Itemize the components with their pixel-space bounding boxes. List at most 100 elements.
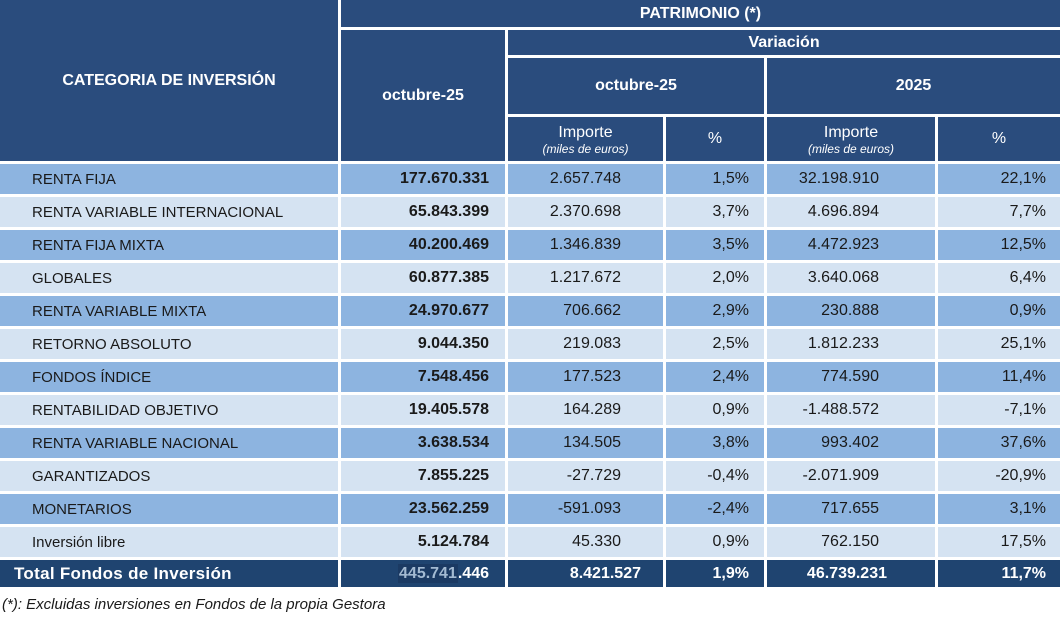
variacion-month-importe: 2.657.748 bbox=[508, 164, 663, 194]
table-body: RENTA FIJA 177.670.331 2.657.748 1,5% 32.198… bbox=[0, 164, 1060, 557]
footnote: (*): Excluidas inversiones en Fondos de … bbox=[2, 596, 386, 613]
category-cell: Inversión libre bbox=[0, 527, 338, 557]
variacion-year-importe: 993.402 bbox=[767, 428, 935, 458]
total-row: Total Fondos de Inversión 445.741.446 8.… bbox=[0, 560, 1060, 587]
variacion-year-pct: -20,9% bbox=[938, 461, 1060, 491]
table-row: RENTABILIDAD OBJETIVO 19.405.578 164.289 0,… bbox=[0, 395, 1060, 425]
variacion-year-pct: 37,6% bbox=[938, 428, 1060, 458]
variacion-month-importe: 219.083 bbox=[508, 329, 663, 359]
variacion-year-pct: 6,4% bbox=[938, 263, 1060, 293]
variacion-month-pct: 2,4% bbox=[666, 362, 764, 392]
importe-year-header: Importe (miles de euros) bbox=[767, 117, 935, 161]
variacion-year-importe: -1.488.572 bbox=[767, 395, 935, 425]
table-header: CATEGORIA DE INVERSIÓN PATRIMONIO (*) oc… bbox=[0, 0, 1060, 161]
category-cell: MONETARIOS bbox=[0, 494, 338, 524]
table-footer: Total Fondos de Inversión 445.741.446 8.… bbox=[0, 560, 1060, 587]
patrimonio-value: 3.638.534 bbox=[341, 428, 505, 458]
total-patrimonio-rest: .446 bbox=[457, 564, 489, 582]
patrimonio-value: 23.562.259 bbox=[341, 494, 505, 524]
variacion-month-pct: -0,4% bbox=[666, 461, 764, 491]
variacion-year-pct: 12,5% bbox=[938, 230, 1060, 260]
variacion-year-pct: -7,1% bbox=[938, 395, 1060, 425]
patrimonio-value: 40.200.469 bbox=[341, 230, 505, 260]
variacion-month-pct: 2,5% bbox=[666, 329, 764, 359]
patrimonio-value: 9.044.350 bbox=[341, 329, 505, 359]
total-variacion-month-pct: 1,9% bbox=[666, 560, 764, 587]
variacion-month-pct: 0,9% bbox=[666, 395, 764, 425]
table-row: RENTA VARIABLE NACIONAL 3.638.534 134.505 3… bbox=[0, 428, 1060, 458]
patrimonio-value: 24.970.677 bbox=[341, 296, 505, 326]
category-cell: RENTA VARIABLE MIXTA bbox=[0, 296, 338, 326]
category-column-header: CATEGORIA DE INVERSIÓN bbox=[0, 0, 338, 161]
variacion-year-pct: 0,9% bbox=[938, 296, 1060, 326]
total-variacion-year-importe: 46.739.231 bbox=[767, 560, 935, 587]
variacion-year-pct: 22,1% bbox=[938, 164, 1060, 194]
variacion-month-importe: 164.289 bbox=[508, 395, 663, 425]
variacion-year-importe: 717.655 bbox=[767, 494, 935, 524]
table-row: RETORNO ABSOLUTO 9.044.350 219.083 2,5% 1.81… bbox=[0, 329, 1060, 359]
patrimonio-value: 19.405.578 bbox=[341, 395, 505, 425]
patrimonio-value: 60.877.385 bbox=[341, 263, 505, 293]
table-row: GLOBALES 60.877.385 1.217.672 2,0% 3.640.068… bbox=[0, 263, 1060, 293]
importe-unit-label: (miles de euros) bbox=[807, 141, 895, 156]
variacion-month-importe: 1.346.839 bbox=[508, 230, 663, 260]
importe-month-header: Importe (miles de euros) bbox=[508, 117, 663, 161]
variacion-year-pct: 11,4% bbox=[938, 362, 1060, 392]
patrimonio-value: 7.548.456 bbox=[341, 362, 505, 392]
table-row: RENTA VARIABLE MIXTA 24.970.677 706.662 2,9… bbox=[0, 296, 1060, 326]
variacion-year-importe: 4.696.894 bbox=[767, 197, 935, 227]
variacion-month-pct: 2,9% bbox=[666, 296, 764, 326]
patrimonio-value: 5.124.784 bbox=[341, 527, 505, 557]
pct-year-header: % bbox=[938, 117, 1060, 161]
variacion-month-importe: -27.729 bbox=[508, 461, 663, 491]
variacion-year-importe: 3.640.068 bbox=[767, 263, 935, 293]
table-row: MONETARIOS 23.562.259 -591.093 -2,4% 717.655… bbox=[0, 494, 1060, 524]
variacion-year-importe: 762.150 bbox=[767, 527, 935, 557]
table-row: RENTA FIJA 177.670.331 2.657.748 1,5% 32.198… bbox=[0, 164, 1060, 194]
patrimonio-value: 7.855.225 bbox=[341, 461, 505, 491]
variacion-month-pct: 3,7% bbox=[666, 197, 764, 227]
category-cell: RENTA FIJA bbox=[0, 164, 338, 194]
importe-unit-label: (miles de euros) bbox=[542, 141, 629, 156]
variacion-year-importe: 774.590 bbox=[767, 362, 935, 392]
patrimonio-value: 65.843.399 bbox=[341, 197, 505, 227]
variacion-year-pct: 7,7% bbox=[938, 197, 1060, 227]
total-patrimonio-value: 445.741.446 bbox=[341, 560, 505, 587]
variacion-year-pct: 17,5% bbox=[938, 527, 1060, 557]
category-cell: RENTABILIDAD OBJETIVO bbox=[0, 395, 338, 425]
variacion-month-pct: 3,8% bbox=[666, 428, 764, 458]
category-cell: RENTA FIJA MIXTA bbox=[0, 230, 338, 260]
variacion-year-pct: 25,1% bbox=[938, 329, 1060, 359]
variacion-year-importe: 4.472.923 bbox=[767, 230, 935, 260]
patrimonio-value: 177.670.331 bbox=[341, 164, 505, 194]
total-variacion-month-importe: 8.421.527 bbox=[508, 560, 663, 587]
variacion-year-importe: -2.071.909 bbox=[767, 461, 935, 491]
variacion-month-pct: 1,5% bbox=[666, 164, 764, 194]
importe-label: Importe bbox=[823, 123, 879, 141]
table-row: Inversión libre 5.124.784 45.330 0,9% 762.15… bbox=[0, 527, 1060, 557]
variacion-year-header: 2025 bbox=[767, 58, 1060, 114]
variacion-year-importe: 230.888 bbox=[767, 296, 935, 326]
variacion-month-header: octubre-25 bbox=[508, 58, 764, 114]
variacion-header: Variación bbox=[508, 30, 1060, 55]
variacion-month-importe: 2.370.698 bbox=[508, 197, 663, 227]
category-cell: GARANTIZADOS bbox=[0, 461, 338, 491]
variacion-month-importe: 706.662 bbox=[508, 296, 663, 326]
total-variacion-year-pct: 11,7% bbox=[938, 560, 1060, 587]
category-cell: RENTA VARIABLE NACIONAL bbox=[0, 428, 338, 458]
selected-text: 445.741 bbox=[398, 563, 458, 583]
table-row: GARANTIZADOS 7.855.225 -27.729 -0,4% -2.071.… bbox=[0, 461, 1060, 491]
importe-label: Importe bbox=[558, 123, 613, 141]
category-cell: GLOBALES bbox=[0, 263, 338, 293]
variacion-month-pct: 3,5% bbox=[666, 230, 764, 260]
variacion-year-importe: 1.812.233 bbox=[767, 329, 935, 359]
variacion-month-pct: -2,4% bbox=[666, 494, 764, 524]
variacion-month-pct: 2,0% bbox=[666, 263, 764, 293]
table-row: RENTA FIJA MIXTA 40.200.469 1.346.839 3,5% 4… bbox=[0, 230, 1060, 260]
variacion-month-importe: 45.330 bbox=[508, 527, 663, 557]
table-row: FONDOS ÍNDICE 7.548.456 177.523 2,4% 774.590… bbox=[0, 362, 1060, 392]
patrimonio-month-header: octubre-25 bbox=[341, 30, 505, 161]
table-row: RENTA VARIABLE INTERNACIONAL 65.843.399 2.… bbox=[0, 197, 1060, 227]
variacion-month-importe: -591.093 bbox=[508, 494, 663, 524]
